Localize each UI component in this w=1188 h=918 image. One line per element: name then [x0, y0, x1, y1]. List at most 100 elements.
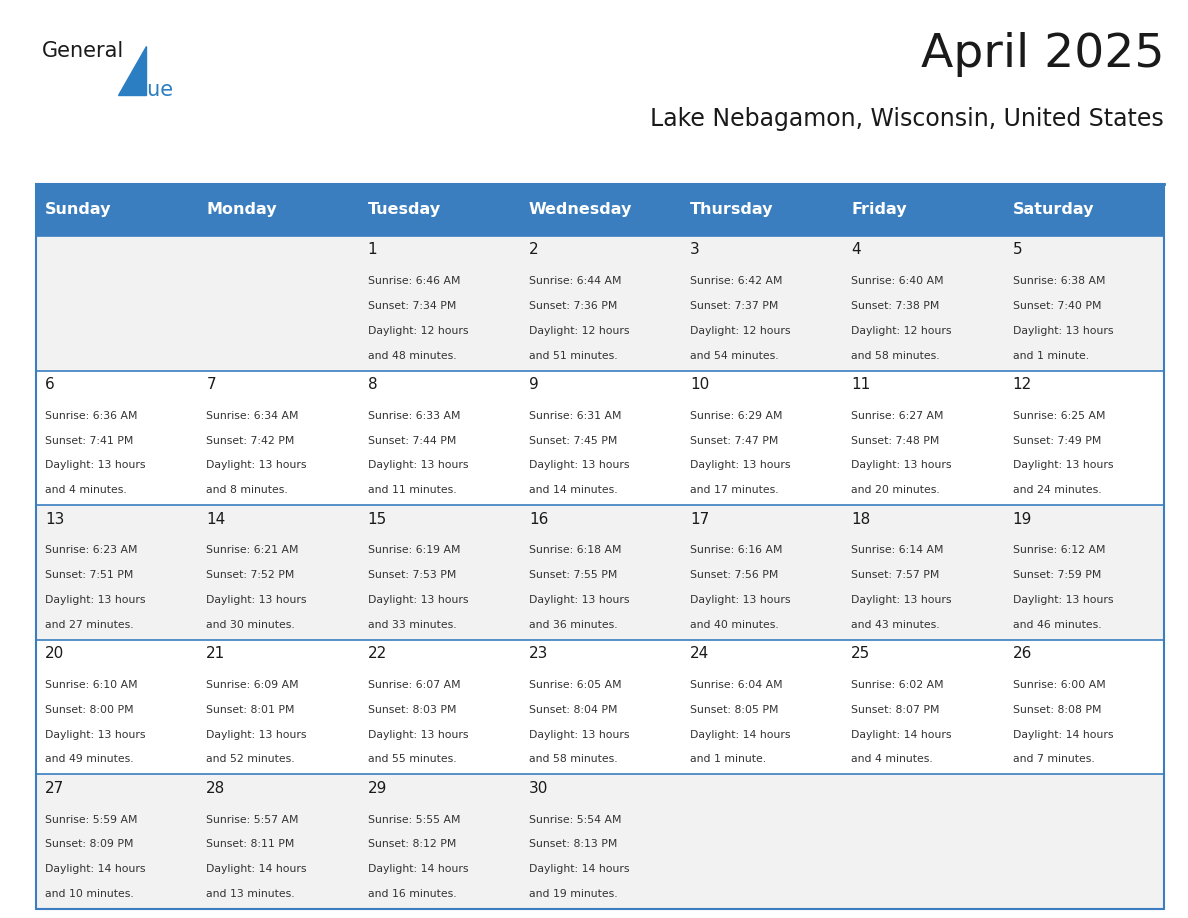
Text: Sunrise: 6:46 AM: Sunrise: 6:46 AM: [367, 276, 460, 286]
Text: Sunrise: 6:36 AM: Sunrise: 6:36 AM: [45, 411, 138, 420]
Bar: [519, 640, 681, 774]
Text: Sunrise: 6:44 AM: Sunrise: 6:44 AM: [529, 276, 621, 286]
Bar: [197, 640, 358, 774]
Text: Sunrise: 6:07 AM: Sunrise: 6:07 AM: [367, 680, 460, 690]
Bar: [681, 774, 842, 909]
Bar: [1003, 236, 1164, 371]
Bar: [358, 184, 519, 236]
Text: Lake Nebagamon, Wisconsin, United States: Lake Nebagamon, Wisconsin, United States: [651, 107, 1164, 131]
Text: and 52 minutes.: and 52 minutes.: [207, 755, 295, 765]
Text: Daylight: 12 hours: Daylight: 12 hours: [852, 326, 952, 336]
Text: 28: 28: [207, 780, 226, 796]
Text: 8: 8: [367, 377, 378, 392]
Bar: [842, 640, 1003, 774]
Text: Daylight: 13 hours: Daylight: 13 hours: [529, 595, 630, 605]
Bar: [842, 371, 1003, 505]
Text: and 1 minute.: and 1 minute.: [690, 755, 766, 765]
Bar: [36, 184, 197, 236]
Bar: [681, 236, 842, 371]
Bar: [197, 505, 358, 640]
Text: Daylight: 13 hours: Daylight: 13 hours: [367, 730, 468, 740]
Text: 3: 3: [690, 242, 700, 257]
Text: Sunrise: 5:54 AM: Sunrise: 5:54 AM: [529, 814, 621, 824]
Bar: [1003, 371, 1164, 505]
Text: Sunset: 7:49 PM: Sunset: 7:49 PM: [1012, 436, 1101, 445]
Text: Saturday: Saturday: [1012, 202, 1094, 218]
Text: 5: 5: [1012, 242, 1022, 257]
Text: Sunrise: 6:33 AM: Sunrise: 6:33 AM: [367, 411, 460, 420]
Text: Sunrise: 6:09 AM: Sunrise: 6:09 AM: [207, 680, 299, 690]
Text: and 13 minutes.: and 13 minutes.: [207, 889, 295, 899]
Bar: [842, 774, 1003, 909]
Text: Daylight: 13 hours: Daylight: 13 hours: [852, 595, 952, 605]
Text: Sunrise: 6:10 AM: Sunrise: 6:10 AM: [45, 680, 138, 690]
Bar: [36, 640, 197, 774]
Bar: [681, 371, 842, 505]
Bar: [197, 184, 358, 236]
Text: Sunrise: 6:16 AM: Sunrise: 6:16 AM: [690, 545, 783, 555]
Text: and 14 minutes.: and 14 minutes.: [529, 486, 618, 495]
Text: Daylight: 14 hours: Daylight: 14 hours: [529, 864, 630, 874]
Text: Daylight: 12 hours: Daylight: 12 hours: [690, 326, 790, 336]
Text: and 7 minutes.: and 7 minutes.: [1012, 755, 1094, 765]
Bar: [519, 505, 681, 640]
Text: Sunrise: 6:12 AM: Sunrise: 6:12 AM: [1012, 545, 1105, 555]
Text: Daylight: 13 hours: Daylight: 13 hours: [1012, 461, 1113, 470]
Text: Daylight: 13 hours: Daylight: 13 hours: [1012, 595, 1113, 605]
Text: and 30 minutes.: and 30 minutes.: [207, 620, 295, 630]
Text: Sunrise: 6:25 AM: Sunrise: 6:25 AM: [1012, 411, 1105, 420]
Text: Daylight: 13 hours: Daylight: 13 hours: [45, 730, 146, 740]
Text: Blue: Blue: [127, 80, 173, 100]
Bar: [36, 371, 197, 505]
Text: 17: 17: [690, 511, 709, 527]
Text: 20: 20: [45, 646, 64, 661]
Text: and 54 minutes.: and 54 minutes.: [690, 351, 778, 361]
Text: Sunset: 7:55 PM: Sunset: 7:55 PM: [529, 570, 618, 580]
Text: and 20 minutes.: and 20 minutes.: [852, 486, 940, 495]
Bar: [519, 774, 681, 909]
Bar: [36, 236, 197, 371]
Text: and 33 minutes.: and 33 minutes.: [367, 620, 456, 630]
Text: and 1 minute.: and 1 minute.: [1012, 351, 1088, 361]
Bar: [358, 236, 519, 371]
Text: Sunrise: 6:29 AM: Sunrise: 6:29 AM: [690, 411, 783, 420]
Text: Sunrise: 5:55 AM: Sunrise: 5:55 AM: [367, 814, 460, 824]
Text: Sunrise: 6:05 AM: Sunrise: 6:05 AM: [529, 680, 621, 690]
Text: Daylight: 13 hours: Daylight: 13 hours: [367, 461, 468, 470]
Text: Sunrise: 5:59 AM: Sunrise: 5:59 AM: [45, 814, 138, 824]
Text: Daylight: 12 hours: Daylight: 12 hours: [529, 326, 630, 336]
Text: Sunset: 7:40 PM: Sunset: 7:40 PM: [1012, 301, 1101, 311]
Bar: [358, 774, 519, 909]
Text: Monday: Monday: [207, 202, 277, 218]
Text: Sunset: 7:53 PM: Sunset: 7:53 PM: [367, 570, 456, 580]
Text: April 2025: April 2025: [921, 32, 1164, 77]
Bar: [1003, 640, 1164, 774]
Text: and 4 minutes.: and 4 minutes.: [852, 755, 933, 765]
Bar: [519, 371, 681, 505]
Text: Daylight: 12 hours: Daylight: 12 hours: [367, 326, 468, 336]
Text: Sunset: 7:41 PM: Sunset: 7:41 PM: [45, 436, 133, 445]
Text: Daylight: 13 hours: Daylight: 13 hours: [207, 730, 307, 740]
Text: Sunrise: 6:34 AM: Sunrise: 6:34 AM: [207, 411, 299, 420]
Text: and 40 minutes.: and 40 minutes.: [690, 620, 779, 630]
Text: Sunrise: 6:18 AM: Sunrise: 6:18 AM: [529, 545, 621, 555]
Text: Friday: Friday: [852, 202, 906, 218]
Bar: [358, 371, 519, 505]
Text: and 24 minutes.: and 24 minutes.: [1012, 486, 1101, 495]
Text: 16: 16: [529, 511, 548, 527]
Bar: [519, 236, 681, 371]
Bar: [842, 236, 1003, 371]
Bar: [36, 774, 197, 909]
Text: Sunset: 8:12 PM: Sunset: 8:12 PM: [367, 839, 456, 849]
Text: 29: 29: [367, 780, 387, 796]
Text: Sunrise: 6:38 AM: Sunrise: 6:38 AM: [1012, 276, 1105, 286]
Text: Sunset: 7:47 PM: Sunset: 7:47 PM: [690, 436, 778, 445]
Text: Sunset: 7:56 PM: Sunset: 7:56 PM: [690, 570, 778, 580]
Text: Sunset: 8:13 PM: Sunset: 8:13 PM: [529, 839, 618, 849]
Text: Sunrise: 6:27 AM: Sunrise: 6:27 AM: [852, 411, 943, 420]
Text: 24: 24: [690, 646, 709, 661]
Text: Daylight: 14 hours: Daylight: 14 hours: [207, 864, 307, 874]
Text: and 58 minutes.: and 58 minutes.: [852, 351, 940, 361]
Text: Sunset: 7:34 PM: Sunset: 7:34 PM: [367, 301, 456, 311]
Text: 7: 7: [207, 377, 216, 392]
